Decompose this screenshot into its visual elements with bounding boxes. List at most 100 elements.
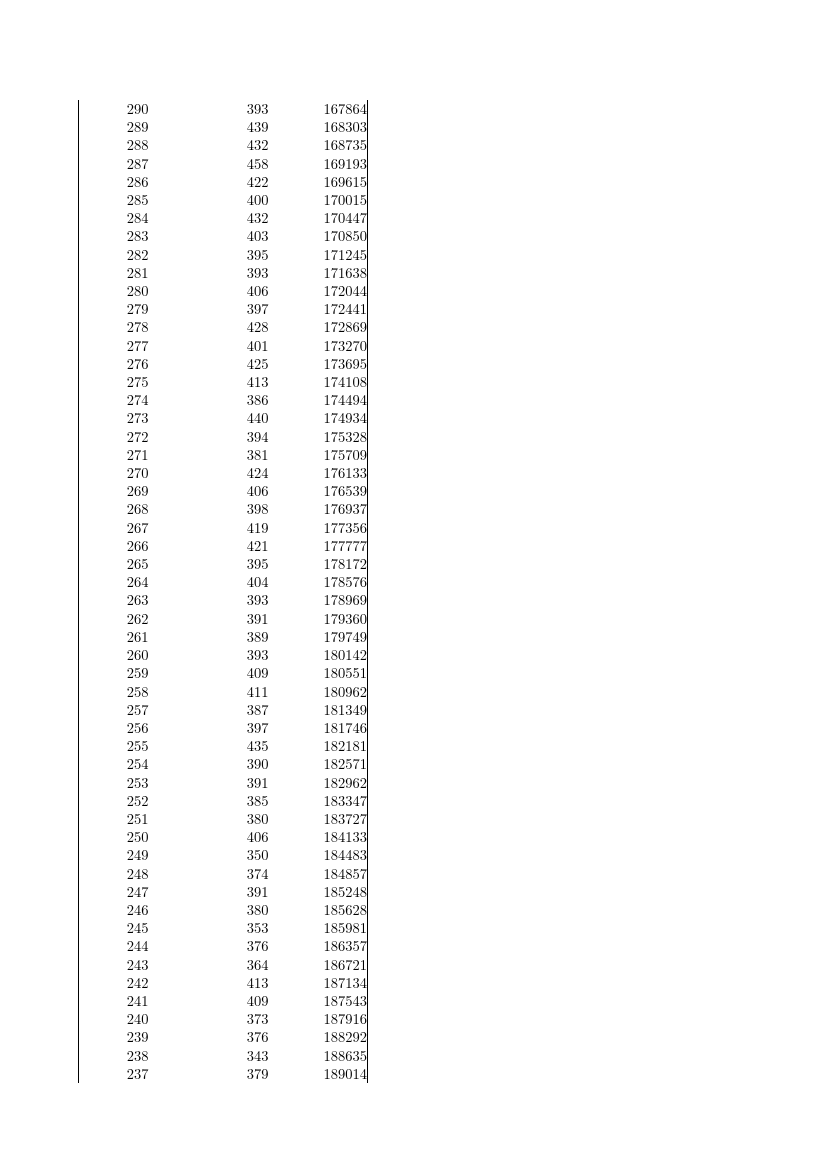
cell-col-1: 288 <box>79 136 149 154</box>
cell-col-1: 269 <box>79 482 149 500</box>
cell-col-3: 179360 <box>269 610 368 628</box>
cell-col-2: 394 <box>149 428 269 446</box>
cell-col-1: 270 <box>79 464 149 482</box>
cell-col-1: 248 <box>79 865 149 883</box>
table-row: 252385183347 <box>79 792 368 810</box>
cell-col-3: 182571 <box>269 755 368 773</box>
cell-col-2: 424 <box>149 464 269 482</box>
cell-col-1: 249 <box>79 846 149 864</box>
cell-col-1: 261 <box>79 628 149 646</box>
cell-col-1: 276 <box>79 355 149 373</box>
cell-col-2: 439 <box>149 118 269 136</box>
cell-col-3: 182181 <box>269 737 368 755</box>
cell-col-3: 184133 <box>269 828 368 846</box>
cell-col-2: 391 <box>149 610 269 628</box>
cell-col-3: 188292 <box>269 1028 368 1046</box>
cell-col-3: 176133 <box>269 464 368 482</box>
cell-col-1: 266 <box>79 537 149 555</box>
cell-col-1: 243 <box>79 956 149 974</box>
table-row: 270424176133 <box>79 464 368 482</box>
cell-col-2: 397 <box>149 300 269 318</box>
cell-col-1: 263 <box>79 591 149 609</box>
cell-col-1: 285 <box>79 191 149 209</box>
cell-col-1: 260 <box>79 646 149 664</box>
table-row: 274386174494 <box>79 391 368 409</box>
cell-col-1: 257 <box>79 701 149 719</box>
cell-col-3: 180142 <box>269 646 368 664</box>
cell-col-1: 254 <box>79 755 149 773</box>
cell-col-2: 458 <box>149 155 269 173</box>
cell-col-1: 252 <box>79 792 149 810</box>
cell-col-1: 237 <box>79 1065 149 1083</box>
cell-col-3: 175328 <box>269 428 368 446</box>
cell-col-2: 395 <box>149 246 269 264</box>
cell-col-3: 168303 <box>269 118 368 136</box>
cell-col-2: 380 <box>149 810 269 828</box>
table-row: 260393180142 <box>79 646 368 664</box>
cell-col-3: 176937 <box>269 500 368 518</box>
cell-col-1: 255 <box>79 737 149 755</box>
cell-col-2: 391 <box>149 774 269 792</box>
cell-col-3: 187916 <box>269 1010 368 1028</box>
cell-col-1: 272 <box>79 428 149 446</box>
table-row: 272394175328 <box>79 428 368 446</box>
cell-col-2: 393 <box>149 646 269 664</box>
cell-col-1: 259 <box>79 664 149 682</box>
cell-col-2: 432 <box>149 136 269 154</box>
cell-col-3: 173270 <box>269 337 368 355</box>
cell-col-2: 404 <box>149 573 269 591</box>
table-row: 254390182571 <box>79 755 368 773</box>
cell-col-2: 421 <box>149 537 269 555</box>
cell-col-1: 290 <box>79 100 149 118</box>
table-row: 273440174934 <box>79 409 368 427</box>
cell-col-1: 279 <box>79 300 149 318</box>
table-row: 251380183727 <box>79 810 368 828</box>
cell-col-2: 422 <box>149 173 269 191</box>
cell-col-3: 183727 <box>269 810 368 828</box>
cell-col-2: 395 <box>149 555 269 573</box>
table-row: 271381175709 <box>79 446 368 464</box>
cell-col-3: 182962 <box>269 774 368 792</box>
cell-col-3: 186721 <box>269 956 368 974</box>
cell-col-1: 251 <box>79 810 149 828</box>
cell-col-3: 170447 <box>269 209 368 227</box>
table-row: 275413174108 <box>79 373 368 391</box>
table-row: 250406184133 <box>79 828 368 846</box>
table-row: 284432170447 <box>79 209 368 227</box>
cell-col-2: 353 <box>149 919 269 937</box>
cell-col-3: 176539 <box>269 482 368 500</box>
cell-col-2: 401 <box>149 337 269 355</box>
table-row: 257387181349 <box>79 701 368 719</box>
cell-col-1: 262 <box>79 610 149 628</box>
cell-col-2: 397 <box>149 719 269 737</box>
table-row: 290393167864 <box>79 100 368 118</box>
table-row: 265395178172 <box>79 555 368 573</box>
table-row: 253391182962 <box>79 774 368 792</box>
cell-col-1: 280 <box>79 282 149 300</box>
cell-col-1: 284 <box>79 209 149 227</box>
cell-col-2: 374 <box>149 865 269 883</box>
cell-col-2: 343 <box>149 1047 269 1065</box>
cell-col-1: 282 <box>79 246 149 264</box>
cell-col-2: 419 <box>149 519 269 537</box>
cell-col-3: 175709 <box>269 446 368 464</box>
table-row: 264404178576 <box>79 573 368 591</box>
table-row: 256397181746 <box>79 719 368 737</box>
cell-col-2: 387 <box>149 701 269 719</box>
page-content: 2903931678642894391683032884321687352874… <box>78 100 367 1083</box>
table-row: 247391185248 <box>79 883 368 901</box>
table-row: 246380185628 <box>79 901 368 919</box>
table-row: 279397172441 <box>79 300 368 318</box>
cell-col-3: 169615 <box>269 173 368 191</box>
cell-col-1: 283 <box>79 227 149 245</box>
cell-col-3: 174494 <box>269 391 368 409</box>
cell-col-3: 171638 <box>269 264 368 282</box>
table-row: 244376186357 <box>79 937 368 955</box>
cell-col-1: 267 <box>79 519 149 537</box>
cell-col-1: 245 <box>79 919 149 937</box>
cell-col-2: 425 <box>149 355 269 373</box>
table-row: 263393178969 <box>79 591 368 609</box>
cell-col-3: 184483 <box>269 846 368 864</box>
table-row: 248374184857 <box>79 865 368 883</box>
cell-col-2: 390 <box>149 755 269 773</box>
